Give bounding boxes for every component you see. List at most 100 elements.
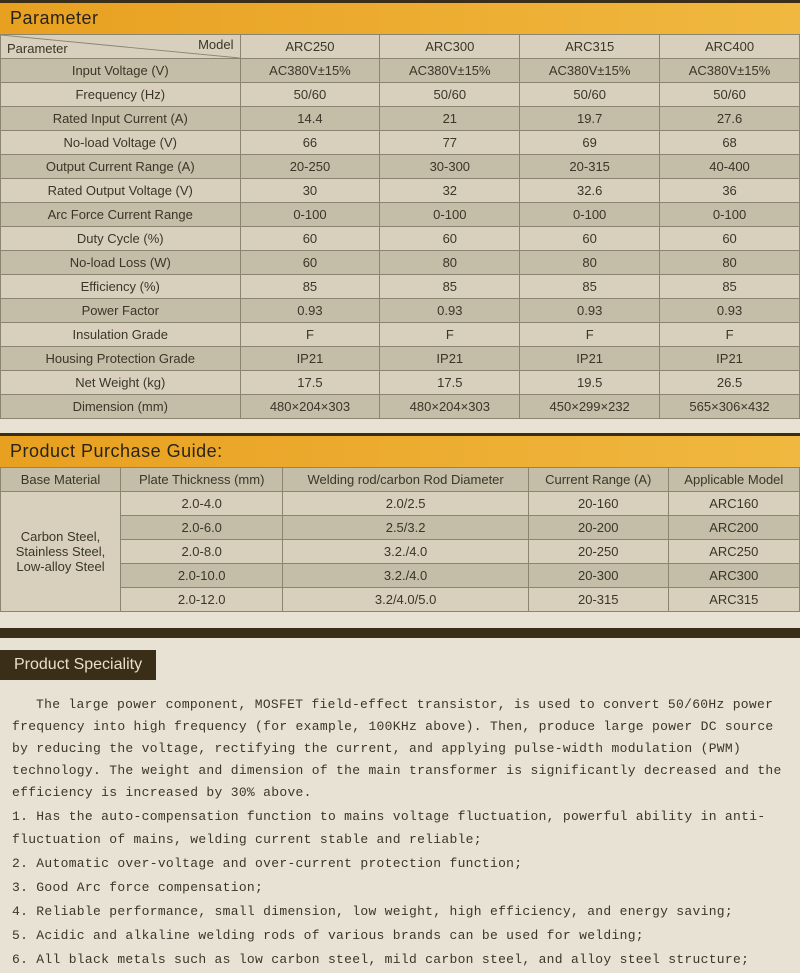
guide-col-header: Applicable Model	[668, 468, 799, 492]
param-cell: 60	[240, 251, 380, 275]
divider-bar	[0, 628, 800, 638]
param-cell: 69	[520, 131, 660, 155]
speciality-header: Product Speciality	[0, 650, 156, 680]
param-cell: 68	[660, 131, 800, 155]
param-cell: AC380V±15%	[380, 59, 520, 83]
guide-cell: ARC300	[668, 564, 799, 588]
guide-table: Base MaterialPlate Thickness (mm)Welding…	[0, 467, 800, 612]
guide-cell: 2.0-10.0	[121, 564, 283, 588]
param-cell: 20-315	[520, 155, 660, 179]
param-cell: AC380V±15%	[660, 59, 800, 83]
param-cell: 0-100	[240, 203, 380, 227]
param-cell: 27.6	[660, 107, 800, 131]
corner-model-label: Model	[198, 37, 233, 52]
param-cell: 480×204×303	[380, 395, 520, 419]
param-cell: 77	[380, 131, 520, 155]
param-cell: IP21	[240, 347, 380, 371]
guide-col-header: Plate Thickness (mm)	[121, 468, 283, 492]
param-row-label: Input Voltage (V)	[1, 59, 241, 83]
guide-cell: ARC315	[668, 588, 799, 612]
speciality-item: 4. Reliable performance, small dimension…	[12, 901, 788, 923]
guide-cell: 20-250	[528, 540, 668, 564]
param-cell: 80	[520, 251, 660, 275]
param-row-label: Rated Input Current (A)	[1, 107, 241, 131]
guide-col-header: Welding rod/carbon Rod Diameter	[283, 468, 528, 492]
param-cell: 50/60	[240, 83, 380, 107]
speciality-item: 2. Automatic over-voltage and over-curre…	[12, 853, 788, 875]
param-cell: 26.5	[660, 371, 800, 395]
guide-cell: 3.2./4.0	[283, 540, 528, 564]
guide-cell: 2.0-4.0	[121, 492, 283, 516]
guide-cell: 2.0-8.0	[121, 540, 283, 564]
param-cell: 19.5	[520, 371, 660, 395]
param-cell: IP21	[380, 347, 520, 371]
param-cell: 30	[240, 179, 380, 203]
guide-header: Product Purchase Guide:	[0, 433, 800, 467]
param-cell: 60	[520, 227, 660, 251]
parameter-table: ParameterModelARC250ARC300ARC315ARC400In…	[0, 34, 800, 419]
param-cell: 0.93	[380, 299, 520, 323]
param-cell: 50/60	[380, 83, 520, 107]
param-cell: 40-400	[660, 155, 800, 179]
model-header: ARC250	[240, 35, 380, 59]
param-cell: 565×306×432	[660, 395, 800, 419]
guide-cell: 2.5/3.2	[283, 516, 528, 540]
param-row-label: Efficiency (%)	[1, 275, 241, 299]
param-cell: 80	[380, 251, 520, 275]
param-cell: 80	[660, 251, 800, 275]
param-cell: 60	[660, 227, 800, 251]
param-cell: 19.7	[520, 107, 660, 131]
speciality-item: 1. Has the auto-compensation function to…	[12, 806, 788, 850]
param-row-label: Arc Force Current Range	[1, 203, 241, 227]
guide-cell: 20-300	[528, 564, 668, 588]
param-row-label: Insulation Grade	[1, 323, 241, 347]
param-cell: 30-300	[380, 155, 520, 179]
param-cell: 66	[240, 131, 380, 155]
param-cell: 60	[380, 227, 520, 251]
param-row-label: Housing Protection Grade	[1, 347, 241, 371]
param-row-label: Net Weight (kg)	[1, 371, 241, 395]
param-row-label: Dimension (mm)	[1, 395, 241, 419]
guide-cell: 20-315	[528, 588, 668, 612]
guide-cell: ARC200	[668, 516, 799, 540]
param-cell: 17.5	[380, 371, 520, 395]
model-header: ARC300	[380, 35, 520, 59]
param-cell: 0-100	[520, 203, 660, 227]
speciality-intro: The large power component, MOSFET field-…	[12, 694, 788, 804]
param-cell: F	[520, 323, 660, 347]
param-cell: F	[240, 323, 380, 347]
param-cell: 0.93	[520, 299, 660, 323]
param-cell: 36	[660, 179, 800, 203]
param-cell: 32	[380, 179, 520, 203]
param-cell: 0-100	[660, 203, 800, 227]
param-row-label: No-load Loss (W)	[1, 251, 241, 275]
param-cell: 17.5	[240, 371, 380, 395]
param-row-label: No-load Voltage (V)	[1, 131, 241, 155]
guide-cell: 20-200	[528, 516, 668, 540]
param-cell: AC380V±15%	[520, 59, 660, 83]
param-cell: 21	[380, 107, 520, 131]
model-header: ARC400	[660, 35, 800, 59]
speciality-item: 6. All black metals such as low carbon s…	[12, 949, 788, 971]
param-cell: 32.6	[520, 179, 660, 203]
speciality-item: 5. Acidic and alkaline welding rods of v…	[12, 925, 788, 947]
param-cell: 85	[660, 275, 800, 299]
param-cell: 0-100	[380, 203, 520, 227]
guide-cell: ARC160	[668, 492, 799, 516]
speciality-item: 3. Good Arc force compensation;	[12, 877, 788, 899]
param-cell: F	[380, 323, 520, 347]
guide-cell: 20-160	[528, 492, 668, 516]
param-cell: 20-250	[240, 155, 380, 179]
param-row-label: Rated Output Voltage (V)	[1, 179, 241, 203]
param-row-label: Frequency (Hz)	[1, 83, 241, 107]
base-material-cell: Carbon Steel, Stainless Steel, Low-alloy…	[1, 492, 121, 612]
parameter-header: Parameter	[0, 0, 800, 34]
guide-cell: 3.2/4.0/5.0	[283, 588, 528, 612]
guide-cell: 3.2./4.0	[283, 564, 528, 588]
param-cell: 14.4	[240, 107, 380, 131]
speciality-text: The large power component, MOSFET field-…	[0, 680, 800, 971]
guide-col-header: Base Material	[1, 468, 121, 492]
guide-cell: 2.0/2.5	[283, 492, 528, 516]
param-cell: 85	[520, 275, 660, 299]
param-cell: 480×204×303	[240, 395, 380, 419]
